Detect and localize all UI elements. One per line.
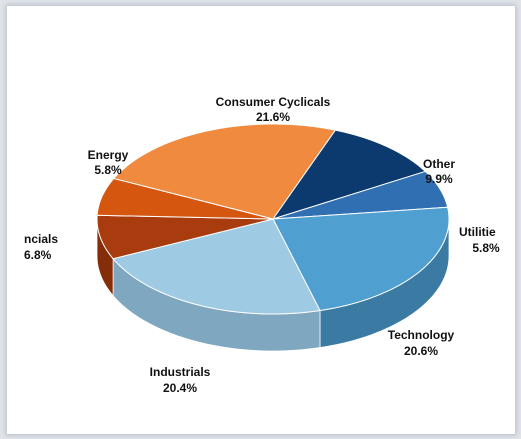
slice-technology bbox=[272, 206, 450, 312]
label-consumer-cyclicals: Consumer Cyclicals bbox=[216, 95, 331, 109]
slice-ncials bbox=[96, 214, 274, 260]
slice-industrials bbox=[112, 218, 321, 315]
pie-labels: Consumer Cyclicals 21.6% Other 9.9% Util… bbox=[24, 95, 500, 395]
value-utilities: 5.8% bbox=[472, 241, 500, 255]
pie-chart: Consumer Cyclicals 21.6% Other 9.9% Util… bbox=[24, 95, 500, 395]
value-financials: 6.8% bbox=[24, 248, 52, 262]
label-energy: Energy bbox=[88, 148, 129, 162]
pie-tops bbox=[96, 123, 450, 315]
slice-utilitie bbox=[272, 170, 449, 220]
label-utilities: Utilitie bbox=[459, 225, 496, 239]
slice-other bbox=[272, 129, 426, 220]
label-other: Other bbox=[423, 157, 455, 171]
label-financials: ncials bbox=[24, 232, 58, 246]
value-energy: 5.8% bbox=[94, 163, 122, 177]
label-industrials: Industrials bbox=[150, 365, 211, 379]
slice-energy bbox=[96, 178, 274, 220]
slice-consumer-cyclicals bbox=[113, 123, 336, 220]
value-consumer-cyclicals: 21.6% bbox=[256, 110, 290, 124]
chart-card: Consumer Cyclicals 21.6% Other 9.9% Util… bbox=[6, 5, 516, 435]
label-technology: Technology bbox=[388, 328, 455, 342]
value-technology: 20.6% bbox=[404, 344, 438, 358]
value-other: 9.9% bbox=[425, 172, 453, 186]
value-industrials: 20.4% bbox=[163, 381, 197, 395]
